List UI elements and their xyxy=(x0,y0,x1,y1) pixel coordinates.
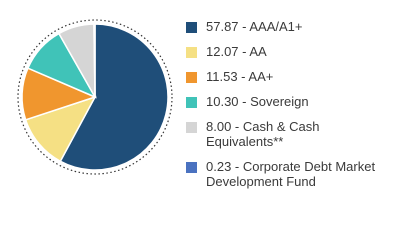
pie-slice xyxy=(59,23,169,171)
legend-swatch xyxy=(186,122,197,133)
legend-label: 12.07 - AA xyxy=(206,44,267,59)
legend-label: 11.53 - AA+ xyxy=(206,69,274,84)
pie-outline xyxy=(17,19,173,175)
legend-item: 12.07 - AA xyxy=(186,44,391,59)
legend-swatch xyxy=(186,97,197,108)
legend-label: 0.23 - Corporate Debt Market Development… xyxy=(206,159,376,189)
legend-item: 10.30 - Sovereign xyxy=(186,94,391,109)
chart xyxy=(17,19,173,175)
legend-item: 11.53 - AA+ xyxy=(186,69,391,84)
legend-swatch xyxy=(186,72,197,83)
legend-item: 8.00 - Cash & Cash Equivalents** xyxy=(186,119,391,149)
legend-item: 0.23 - Corporate Debt Market Development… xyxy=(186,159,391,189)
legend-label: 57.87 - AAA/A1+ xyxy=(206,19,303,34)
page: 57.87 - AAA/A1+ 12.07 - AA 11.53 - AA+ 10.3… xyxy=(17,19,391,189)
legend-item: 57.87 - AAA/A1+ xyxy=(186,19,391,34)
legend-swatch xyxy=(186,162,197,173)
legend-swatch xyxy=(186,47,197,58)
pie-slice xyxy=(93,23,96,98)
legend-label: 8.00 - Cash & Cash Equivalents** xyxy=(206,119,320,149)
legend-swatch xyxy=(186,22,197,33)
legend-label: 10.30 - Sovereign xyxy=(206,94,309,109)
legend: 57.87 - AAA/A1+ 12.07 - AA 11.53 - AA+ 10.3… xyxy=(186,19,391,189)
